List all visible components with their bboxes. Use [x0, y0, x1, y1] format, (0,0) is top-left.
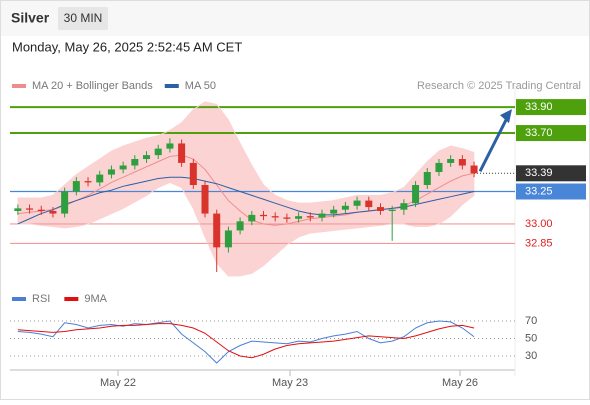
candle-body [306, 216, 314, 218]
legend-label: RSI [32, 293, 50, 305]
candle-body [189, 162, 197, 185]
candle-body [119, 165, 127, 170]
candle-body [236, 221, 244, 231]
candle-body [14, 208, 22, 211]
forecast-arrow [478, 115, 510, 172]
level-box [516, 165, 586, 182]
rsi-line [17, 323, 475, 359]
level-label: 33.00 [525, 218, 553, 230]
candle-body [470, 165, 478, 174]
rsi-line [17, 320, 475, 364]
candle-body [224, 230, 232, 248]
level-label: 33.90 [525, 101, 553, 113]
candle-body [341, 205, 349, 210]
level-box [516, 183, 586, 200]
candle-body [37, 209, 45, 211]
bollinger-band [438, 145, 451, 225]
bollinger-band [239, 143, 253, 277]
legend-swatch [164, 84, 179, 88]
candle-body [49, 210, 57, 214]
candle-body [376, 207, 384, 211]
x-tick-label: May 22 [100, 377, 136, 389]
legend-label: MA 20 + Bollinger Bands [32, 80, 153, 92]
ma-line [17, 154, 475, 226]
ma-line [17, 176, 475, 225]
level-label: 32.85 [525, 237, 553, 249]
arrow-head [500, 109, 512, 124]
candle-body [330, 209, 338, 214]
level-box [516, 125, 586, 142]
candle-body [96, 174, 104, 183]
candle-body [26, 208, 34, 210]
candle-body [166, 143, 174, 149]
x-tick-label: May 26 [442, 377, 478, 389]
candle-body [283, 217, 291, 219]
level-label: 33.39 [525, 167, 553, 179]
bollinger-band [122, 141, 136, 209]
candle-body [107, 169, 115, 175]
candle-body [458, 159, 466, 166]
candle-body [72, 181, 80, 192]
y-tick-label: 50 [525, 332, 537, 344]
level-box [516, 99, 586, 116]
source: Research © 2025 Trading Central [417, 80, 581, 92]
legend-swatch [12, 84, 26, 88]
y-tick-label: 30 [525, 350, 537, 362]
timeframe-button[interactable] [58, 7, 108, 30]
bollinger-band [134, 137, 147, 203]
timestamp: Monday, May 26, 2025 2:52:45 AM CET [12, 39, 242, 54]
candle-body [447, 159, 455, 163]
candle-body [213, 213, 221, 248]
candle-body [84, 181, 92, 183]
candle-body [400, 203, 408, 210]
candle-body [295, 216, 303, 219]
candle-body [131, 159, 139, 166]
instrument: Silver [11, 10, 50, 26]
candle-body [412, 185, 420, 204]
candle-body [154, 148, 162, 156]
bollinger-lower [17, 181, 475, 277]
y-tick-label: 70 [525, 315, 537, 327]
legend-swatch [64, 297, 79, 301]
candle-body [423, 172, 431, 185]
candle-body [271, 216, 279, 218]
candle-body [178, 143, 186, 163]
candle-body [318, 213, 326, 218]
x-tick-label: May 23 [272, 377, 308, 389]
candle-body [61, 191, 69, 214]
candle-body [353, 200, 361, 206]
candle-body [435, 162, 443, 173]
bollinger-band [216, 103, 229, 277]
candle-body [201, 185, 209, 214]
candle-body [365, 200, 373, 208]
bollinger-upper [17, 101, 475, 204]
level-label: 33.25 [525, 185, 553, 197]
candle-body [143, 155, 151, 160]
bollinger-band [99, 150, 112, 220]
legend-swatch [12, 297, 26, 301]
legend-label: MA 50 [185, 80, 216, 92]
candle-body [248, 214, 256, 222]
timeframe: 30 MIN [64, 11, 103, 25]
level-label: 33.70 [525, 127, 553, 139]
bollinger-band [462, 148, 475, 206]
legend-label: 9MA [84, 293, 107, 305]
candle-body [388, 209, 396, 211]
bollinger-band [228, 119, 241, 277]
candle-body [259, 214, 268, 217]
